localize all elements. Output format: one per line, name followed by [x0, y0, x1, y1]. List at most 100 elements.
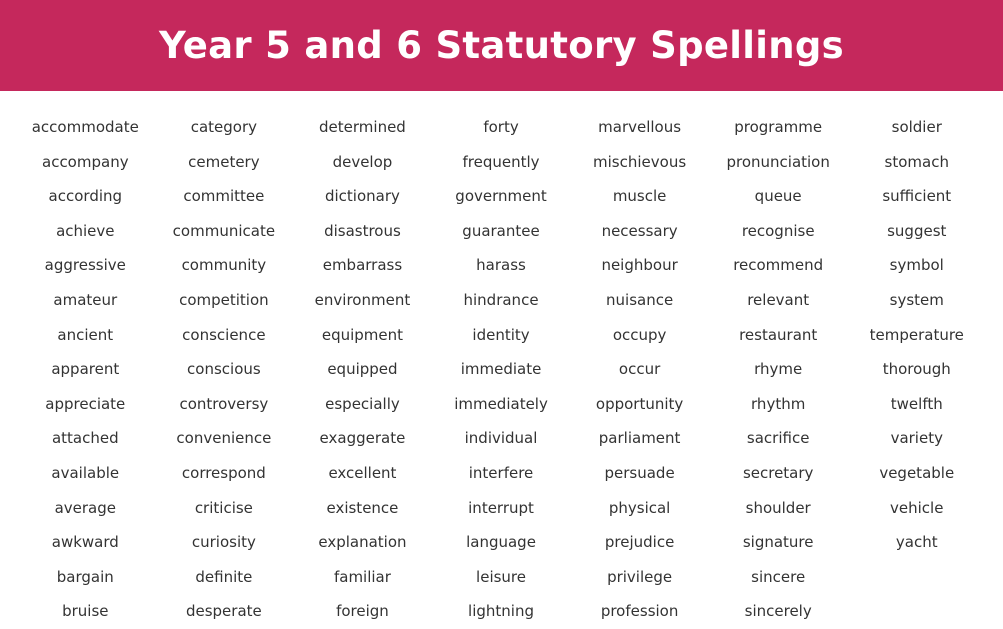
- spelling-word: cemetery: [188, 152, 260, 171]
- spelling-word: convenience: [176, 429, 272, 448]
- spelling-word: lightning: [468, 602, 534, 621]
- spelling-word: suggest: [887, 221, 947, 240]
- spelling-word: curiosity: [191, 533, 256, 552]
- spelling-word: symbol: [889, 256, 944, 275]
- spelling-word: interrupt: [468, 498, 534, 517]
- spelling-word: exaggerate: [319, 429, 406, 448]
- spelling-word: equipped: [327, 360, 398, 379]
- spelling-word: muscle: [612, 187, 667, 206]
- spelling-word: correspond: [181, 463, 266, 482]
- spelling-word: accompany: [42, 152, 129, 171]
- spelling-word: appreciate: [45, 394, 126, 413]
- spelling-word: excellent: [328, 463, 397, 482]
- spelling-word: conscious: [187, 360, 261, 379]
- spelling-word: conscience: [182, 325, 266, 344]
- spelling-word: guarantee: [462, 221, 540, 240]
- spelling-word: average: [54, 498, 116, 517]
- spelling-word: leisure: [476, 567, 526, 586]
- spelling-word: yacht: [895, 533, 938, 552]
- spelling-word: programme: [734, 118, 823, 136]
- spelling-word: sacrifice: [746, 429, 810, 448]
- spelling-word: controversy: [179, 394, 269, 413]
- spelling-word: opportunity: [595, 394, 684, 413]
- spelling-word: individual: [464, 429, 538, 448]
- spelling-word: according: [48, 187, 123, 206]
- spelling-word: familiar: [333, 567, 391, 586]
- spelling-word: system: [889, 290, 944, 309]
- word-column: marvellous mischievous muscle necessary neig…: [570, 110, 709, 629]
- spelling-word: identity: [472, 325, 530, 344]
- spelling-word: vegetable: [879, 463, 955, 482]
- spelling-word: harass: [476, 256, 526, 275]
- spelling-word: environment: [314, 290, 411, 309]
- spelling-word: bargain: [56, 567, 114, 586]
- spelling-word: hindrance: [463, 290, 539, 309]
- spelling-word: pronunciation: [726, 152, 830, 171]
- spelling-word: apparent: [51, 360, 120, 379]
- spelling-word: awkward: [51, 533, 119, 552]
- spelling-word: temperature: [869, 325, 964, 344]
- spelling-word: sincerely: [744, 602, 812, 621]
- spelling-word: desperate: [185, 602, 262, 621]
- spelling-word: immediately: [454, 394, 548, 413]
- page-title: Year 5 and 6 Statutory Spellings: [159, 24, 844, 67]
- spelling-word: neighbour: [601, 256, 678, 275]
- word-column: determined develop dictionary disastrous emb…: [293, 110, 432, 629]
- spelling-word: physical: [608, 498, 671, 517]
- spelling-word: rhythm: [751, 394, 806, 413]
- spelling-word: competition: [179, 290, 269, 309]
- spelling-word: variety: [890, 429, 943, 448]
- word-column: forty frequently government guarantee harass…: [432, 110, 571, 629]
- spelling-word: occupy: [612, 325, 667, 344]
- spelling-word: dictionary: [324, 187, 400, 206]
- spelling-word: queue: [754, 187, 802, 206]
- spelling-word: accommodate: [31, 118, 139, 136]
- spelling-word: soldier: [891, 118, 942, 136]
- spelling-word: government: [455, 187, 547, 206]
- spelling-word: forty: [483, 118, 519, 136]
- spelling-word: rhyme: [754, 360, 803, 379]
- spelling-word: persuade: [604, 463, 675, 482]
- word-column: category cemetery committee communicate comm…: [155, 110, 294, 629]
- spelling-word: mischievous: [593, 152, 687, 171]
- spelling-word-grid: accommodate accompany according achieve aggr…: [16, 110, 986, 629]
- spelling-word: profession: [600, 602, 679, 621]
- spelling-word: aggressive: [44, 256, 126, 275]
- spelling-word: equipment: [321, 325, 404, 344]
- spelling-word: communicate: [172, 221, 276, 240]
- spelling-word: recognise: [741, 221, 815, 240]
- spelling-word: attached: [51, 429, 119, 448]
- spelling-word: recommend: [733, 256, 824, 275]
- spelling-word: marvellous: [598, 118, 682, 136]
- spelling-word: bruise: [62, 602, 109, 621]
- spelling-word: relevant: [747, 290, 810, 309]
- spelling-word: sincere: [751, 567, 806, 586]
- spelling-word: secretary: [742, 463, 814, 482]
- spelling-word: community: [181, 256, 267, 275]
- spelling-word: twelfth: [890, 394, 943, 413]
- spelling-word: amateur: [53, 290, 118, 309]
- spelling-word: interfere: [468, 463, 534, 482]
- spelling-word: shoulder: [745, 498, 811, 517]
- title-banner: Year 5 and 6 Statutory Spellings: [0, 0, 1003, 91]
- spelling-word: restaurant: [739, 325, 818, 344]
- spelling-word: available: [51, 463, 120, 482]
- spelling-word: criticise: [194, 498, 253, 517]
- word-column: soldier stomach sufficient suggest symbol sys…: [847, 110, 986, 629]
- spelling-word: vehicle: [890, 498, 944, 517]
- spelling-word: achieve: [56, 221, 115, 240]
- spelling-word: develop: [332, 152, 393, 171]
- spelling-word: privilege: [607, 567, 673, 586]
- spelling-word: parliament: [598, 429, 681, 448]
- spelling-word: nuisance: [606, 290, 674, 309]
- spelling-word: determined: [319, 118, 406, 136]
- spelling-word: frequently: [462, 152, 540, 171]
- spelling-word: immediate: [460, 360, 542, 379]
- word-column: accommodate accompany according achieve aggr…: [16, 110, 155, 629]
- spelling-word: sufficient: [882, 187, 952, 206]
- spelling-word: committee: [183, 187, 265, 206]
- spelling-word: prejudice: [604, 533, 675, 552]
- spelling-word: necessary: [601, 221, 678, 240]
- spelling-word: thorough: [882, 360, 951, 379]
- spelling-word: definite: [195, 567, 253, 586]
